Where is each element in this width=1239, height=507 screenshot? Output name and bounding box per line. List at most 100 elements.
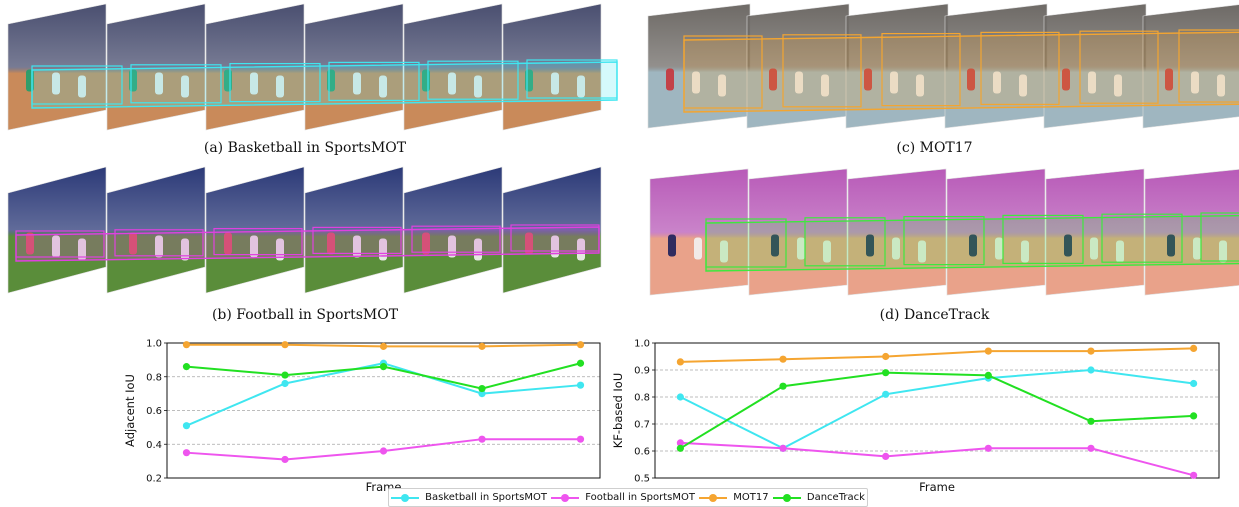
video-frame	[748, 168, 848, 296]
person-figure	[821, 74, 829, 97]
tracking-box	[1079, 30, 1159, 104]
y-tick-label: 1.0	[146, 339, 162, 350]
tracking-box-tube	[683, 31, 1239, 113]
data-point	[984, 371, 992, 379]
person-figure	[795, 71, 803, 94]
tracking-box	[526, 59, 618, 99]
tracking-box	[213, 227, 303, 256]
panel-football: (b) Football in SportsMOT	[0, 165, 610, 333]
data-point	[478, 435, 486, 443]
person-figure	[474, 75, 482, 98]
person-figure	[577, 238, 585, 261]
y-tick-label: 0.4	[146, 440, 162, 451]
tracking-box	[903, 215, 985, 266]
legend-marker	[551, 493, 580, 503]
person-figure	[1217, 74, 1225, 97]
person-figure	[52, 72, 60, 95]
data-point	[882, 369, 890, 377]
person-figure	[155, 235, 163, 258]
tracking-box	[15, 230, 105, 258]
video-frame	[847, 168, 947, 296]
person-figure	[353, 235, 361, 258]
person-figure	[969, 234, 977, 257]
tracking-box	[683, 35, 763, 109]
data-point	[478, 384, 486, 393]
chart-legend: Basketball in SportsMOT Football in Spor…	[388, 488, 868, 507]
data-point	[478, 390, 486, 398]
person-figure	[720, 240, 728, 263]
data-point	[676, 444, 684, 452]
x-axis-label: Frame	[919, 480, 955, 494]
tracking-box	[1200, 212, 1239, 262]
legend-marker	[772, 493, 801, 503]
y-tick-label: 1.0	[634, 339, 650, 350]
person-figure	[892, 237, 900, 260]
legend-item-basketball: Basketball in SportsMOT	[391, 492, 547, 503]
person-figure	[1114, 74, 1122, 97]
person-figure	[993, 71, 1001, 94]
data-point	[1087, 366, 1095, 374]
frame-stack-mot17	[647, 3, 1239, 129]
person-figure	[551, 72, 559, 95]
tracking-box	[328, 61, 420, 102]
data-point	[984, 444, 992, 452]
tracking-box	[130, 64, 222, 104]
data-point	[1190, 344, 1198, 352]
person-figure	[78, 238, 86, 261]
data-point	[281, 371, 289, 379]
person-figure	[551, 235, 559, 258]
person-figure	[668, 234, 676, 257]
data-point	[182, 363, 191, 371]
panel-caption: (c) MOT17	[896, 140, 973, 156]
data-point	[182, 449, 191, 457]
tracking-box	[804, 217, 886, 267]
panel-mot17: (c) MOT17	[630, 0, 1239, 168]
y-axis-label: KF-based IoU	[611, 373, 625, 449]
person-figure	[1165, 68, 1173, 91]
data-point	[984, 347, 992, 355]
data-point	[676, 439, 684, 447]
person-figure	[1193, 237, 1201, 260]
data-point	[882, 352, 890, 361]
y-tick-label: 0.8	[146, 372, 162, 383]
tracking-box	[229, 62, 321, 103]
data-point	[576, 435, 585, 443]
y-tick-label: 0.7	[634, 420, 650, 431]
person-figure	[78, 75, 86, 98]
series-line	[680, 347, 1194, 363]
data-point	[182, 341, 191, 349]
person-figure	[1021, 240, 1029, 263]
data-point	[576, 341, 585, 349]
y-tick-label: 0.9	[634, 366, 650, 377]
tracking-box	[1101, 213, 1183, 263]
person-figure	[797, 237, 805, 260]
data-point	[1190, 379, 1198, 388]
series-line	[680, 441, 1194, 477]
person-figure	[769, 68, 777, 91]
data-point	[779, 355, 787, 363]
person-figure	[327, 232, 335, 255]
person-figure	[224, 232, 232, 255]
tracking-box	[980, 31, 1060, 106]
panel-caption: (b) Football in SportsMOT	[211, 307, 399, 323]
tracking-box	[114, 229, 204, 257]
data-point	[281, 379, 289, 388]
person-figure	[26, 232, 34, 255]
tracking-box	[31, 65, 123, 105]
person-figure	[666, 68, 674, 91]
data-point	[281, 341, 289, 349]
data-point	[779, 444, 787, 452]
legend-label: MOT17	[733, 492, 769, 503]
data-point	[779, 382, 787, 390]
data-point	[1087, 347, 1095, 355]
legend-label: DanceTrack	[806, 492, 865, 503]
data-point	[1087, 417, 1095, 425]
frame-stack-basketball	[7, 3, 618, 131]
person-figure	[692, 71, 700, 94]
person-figure	[1090, 237, 1098, 260]
person-figure	[1064, 234, 1072, 257]
person-figure	[448, 72, 456, 95]
panel-basketball: (a) Basketball in SportsMOT	[0, 0, 618, 168]
person-figure	[1191, 71, 1199, 94]
data-point	[1190, 471, 1198, 479]
